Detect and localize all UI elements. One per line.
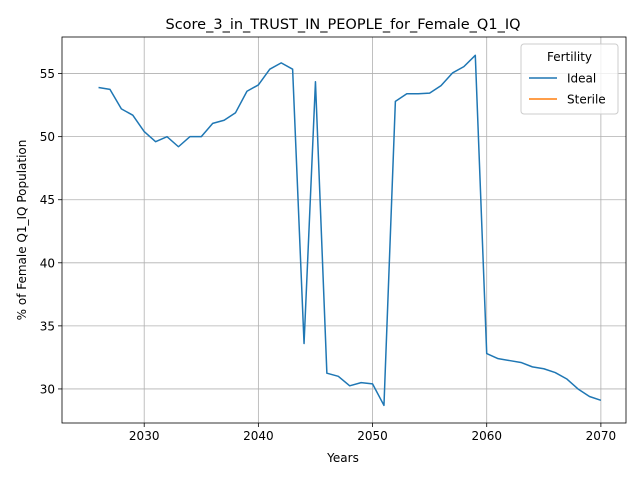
chart-title: Score_3_in_TRUST_IN_PEOPLE_for_Female_Q1… bbox=[165, 17, 520, 33]
x-axis-label: Years bbox=[326, 451, 359, 465]
legend-label-ideal: Ideal bbox=[567, 72, 596, 86]
plot-frame bbox=[61, 36, 627, 424]
y-tick-label: 50 bbox=[40, 130, 55, 144]
legend-label-sterile: Sterile bbox=[567, 93, 606, 107]
grid-layer bbox=[62, 37, 626, 423]
y-tick-label: 30 bbox=[40, 382, 55, 396]
x-tick-label: 2050 bbox=[357, 429, 388, 443]
series-line-ideal bbox=[98, 54, 602, 407]
y-tick-label: 55 bbox=[40, 67, 55, 81]
y-tick-label: 45 bbox=[40, 193, 55, 207]
y-axis-label: % of Female Q1_IQ Population bbox=[15, 140, 29, 321]
axes-layer: 2030 2040 2050 2060 2070 30 35 40 45 50 55 bbox=[40, 36, 627, 443]
x-tick-label: 2060 bbox=[471, 429, 502, 443]
legend-title: Fertility bbox=[547, 50, 592, 64]
y-tick-label: 35 bbox=[40, 319, 55, 333]
series-layer bbox=[98, 54, 602, 407]
legend: Fertility Ideal Sterile bbox=[520, 43, 619, 115]
x-tick-label: 2040 bbox=[243, 429, 274, 443]
x-tick-label: 2070 bbox=[586, 429, 617, 443]
y-tick-label: 40 bbox=[40, 256, 55, 270]
x-tick-label: 2030 bbox=[129, 429, 160, 443]
legend-box bbox=[520, 43, 619, 115]
